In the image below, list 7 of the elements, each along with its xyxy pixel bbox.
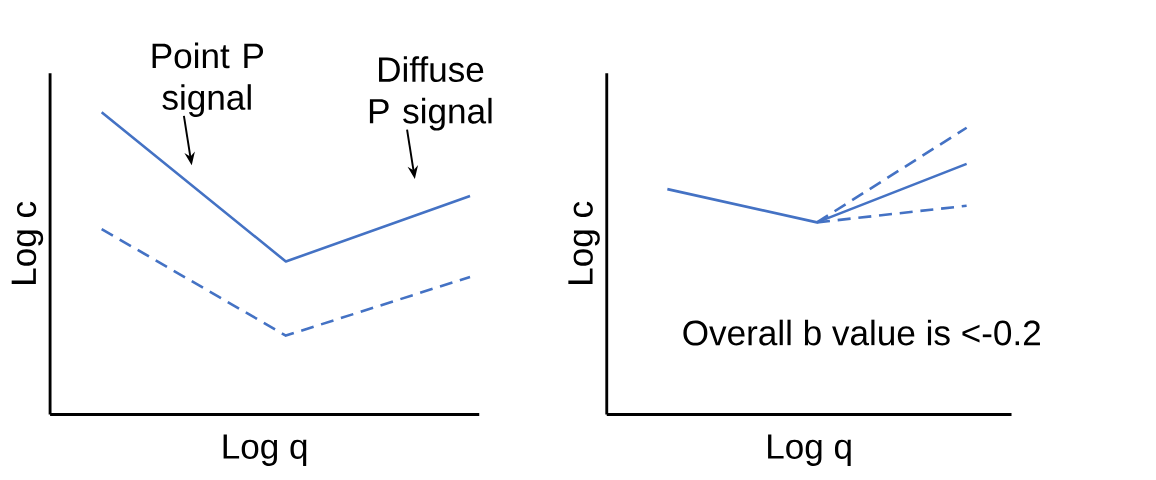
x-axis-title: Log q <box>223 434 307 466</box>
annotation: Overall b value is <-0.2 <box>683 319 1040 346</box>
y-axis-title: Log c <box>568 201 600 284</box>
x-axis-title: Log q <box>768 434 851 466</box>
annotation: Diffuse P signal <box>369 56 492 131</box>
annotation: Point P signal <box>152 42 264 117</box>
y-axis-title: Log c <box>11 201 44 284</box>
